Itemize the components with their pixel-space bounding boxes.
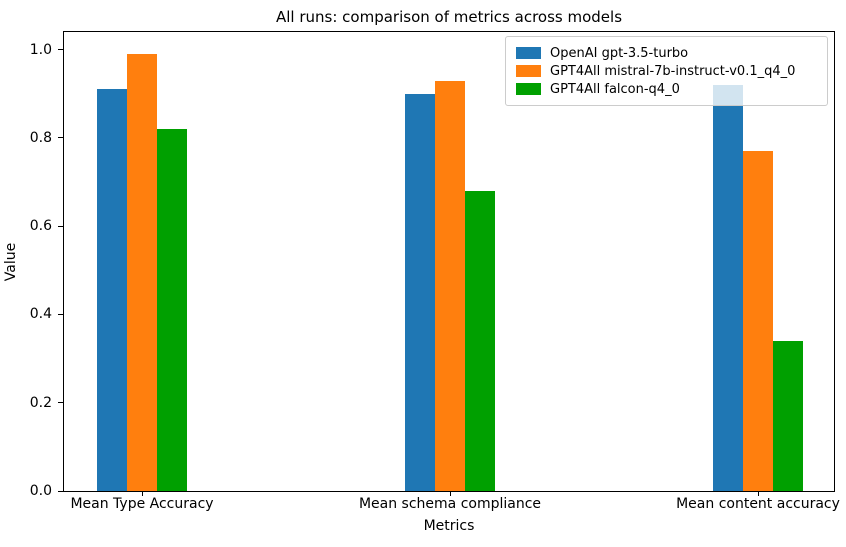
x-tick-label: Mean Type Accuracy <box>70 496 214 512</box>
plot-area: 0.0 0.2 0.4 0.6 0.8 1.0 Mean Type Accuracy Mea… <box>30 31 840 512</box>
legend-label: GPT4All mistral-7b-instruct-v0.1_q4_0 <box>550 63 796 79</box>
x-axis-label: Metrics <box>423 518 475 534</box>
bar-series1-cat1 <box>435 81 465 491</box>
legend-swatch-icon <box>516 65 541 77</box>
legend-label: OpenAI gpt-3.5-turbo <box>550 45 689 61</box>
bar-series0-cat0 <box>97 89 127 491</box>
legend-swatch-icon <box>516 47 541 59</box>
y-tick-label: 0.6 <box>29 218 52 235</box>
y-tick-mark <box>58 137 63 139</box>
y-tick-label: 1.0 <box>29 41 52 58</box>
y-tick-mark <box>58 402 63 404</box>
bar-series0-cat1 <box>405 94 435 491</box>
bar-series1-cat0 <box>127 54 157 491</box>
bar-series0-cat2 <box>713 85 743 491</box>
legend-item: OpenAI gpt-3.5-turbo <box>516 44 817 62</box>
x-tick-mark <box>142 491 143 496</box>
y-tick-label: 0.8 <box>29 129 52 146</box>
chart-title: All runs: comparison of metrics across m… <box>275 8 623 26</box>
y-tick-mark <box>58 490 63 492</box>
y-tick-label: 0.0 <box>29 483 52 499</box>
x-tick-mark <box>450 491 451 496</box>
y-tick-mark <box>58 49 63 51</box>
legend-item: GPT4All falcon-q4_0 <box>516 80 817 98</box>
bar-series2-cat2 <box>773 341 803 491</box>
x-tick-label: Mean content accuracy <box>676 496 840 512</box>
x-tick-label: Mean schema compliance <box>358 496 542 512</box>
y-tick-mark <box>58 225 63 227</box>
bar-series2-cat1 <box>465 191 495 491</box>
y-tick-label: 0.4 <box>29 306 52 323</box>
bar-series2-cat0 <box>157 129 187 491</box>
y-axis-label: Value <box>3 242 19 282</box>
bar-series1-cat2 <box>743 151 773 491</box>
legend-label: GPT4All falcon-q4_0 <box>550 81 680 97</box>
y-tick-mark <box>58 313 63 315</box>
legend-item: GPT4All mistral-7b-instruct-v0.1_q4_0 <box>516 62 817 80</box>
y-tick-label: 0.2 <box>29 394 52 411</box>
x-tick-mark <box>758 491 759 496</box>
legend-swatch-icon <box>516 83 541 95</box>
legend: OpenAI gpt-3.5-turbo GPT4All mistral-7b-i… <box>505 36 828 106</box>
